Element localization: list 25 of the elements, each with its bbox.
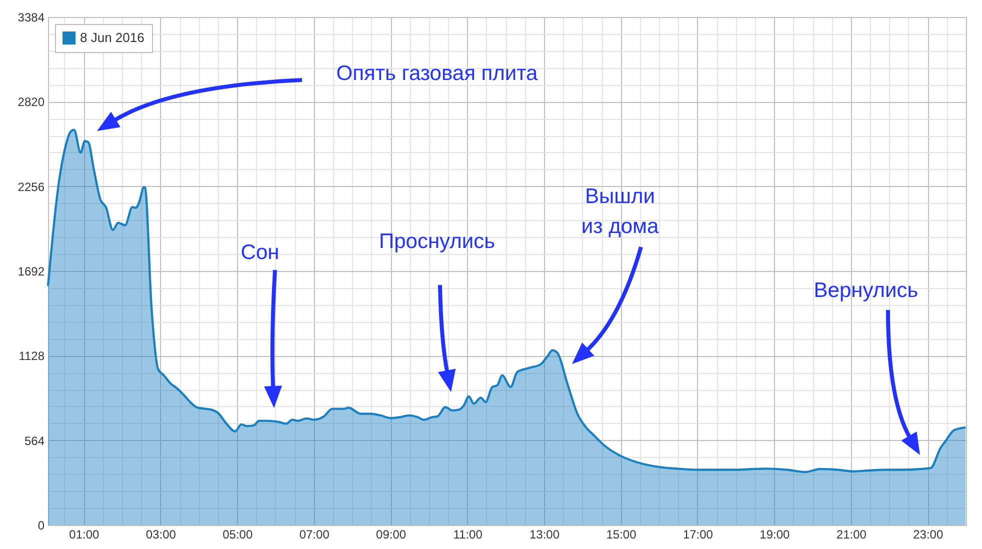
- x-tick-label: 21:00: [836, 528, 867, 542]
- annotation: Вернулись: [814, 279, 918, 302]
- x-tick-label: 13:00: [530, 528, 560, 542]
- y-tick-label: 1692: [18, 264, 45, 278]
- x-tick-label: 07:00: [299, 528, 330, 542]
- y-tick-label: 3384: [18, 10, 45, 24]
- x-tick-label: 09:00: [376, 528, 406, 542]
- x-tick-label: 11:00: [453, 528, 483, 542]
- x-tick-label: 17:00: [682, 528, 714, 542]
- legend-label: 8 Jun 2016: [80, 30, 144, 45]
- annotation: Вышли из дома: [581, 185, 659, 238]
- annotation: Сон: [240, 241, 280, 264]
- x-tick-label: 23:00: [913, 528, 944, 542]
- x-tick-label: 05:00: [222, 528, 253, 542]
- y-tick-label: 564: [24, 434, 45, 448]
- annotation: Проснулись: [378, 230, 496, 253]
- annotation: Опять газовая плита: [336, 62, 538, 85]
- y-tick-label: 2820: [18, 95, 45, 110]
- y-tick-label: 0: [38, 518, 45, 532]
- x-tick-label: 15:00: [606, 528, 637, 542]
- x-tick-label: 03:00: [146, 528, 176, 542]
- x-tick-label: 19:00: [760, 528, 790, 542]
- y-tick-label: 2256: [18, 180, 45, 194]
- x-tick-label: 01:00: [69, 528, 100, 542]
- y-tick-label: 1128: [18, 349, 45, 364]
